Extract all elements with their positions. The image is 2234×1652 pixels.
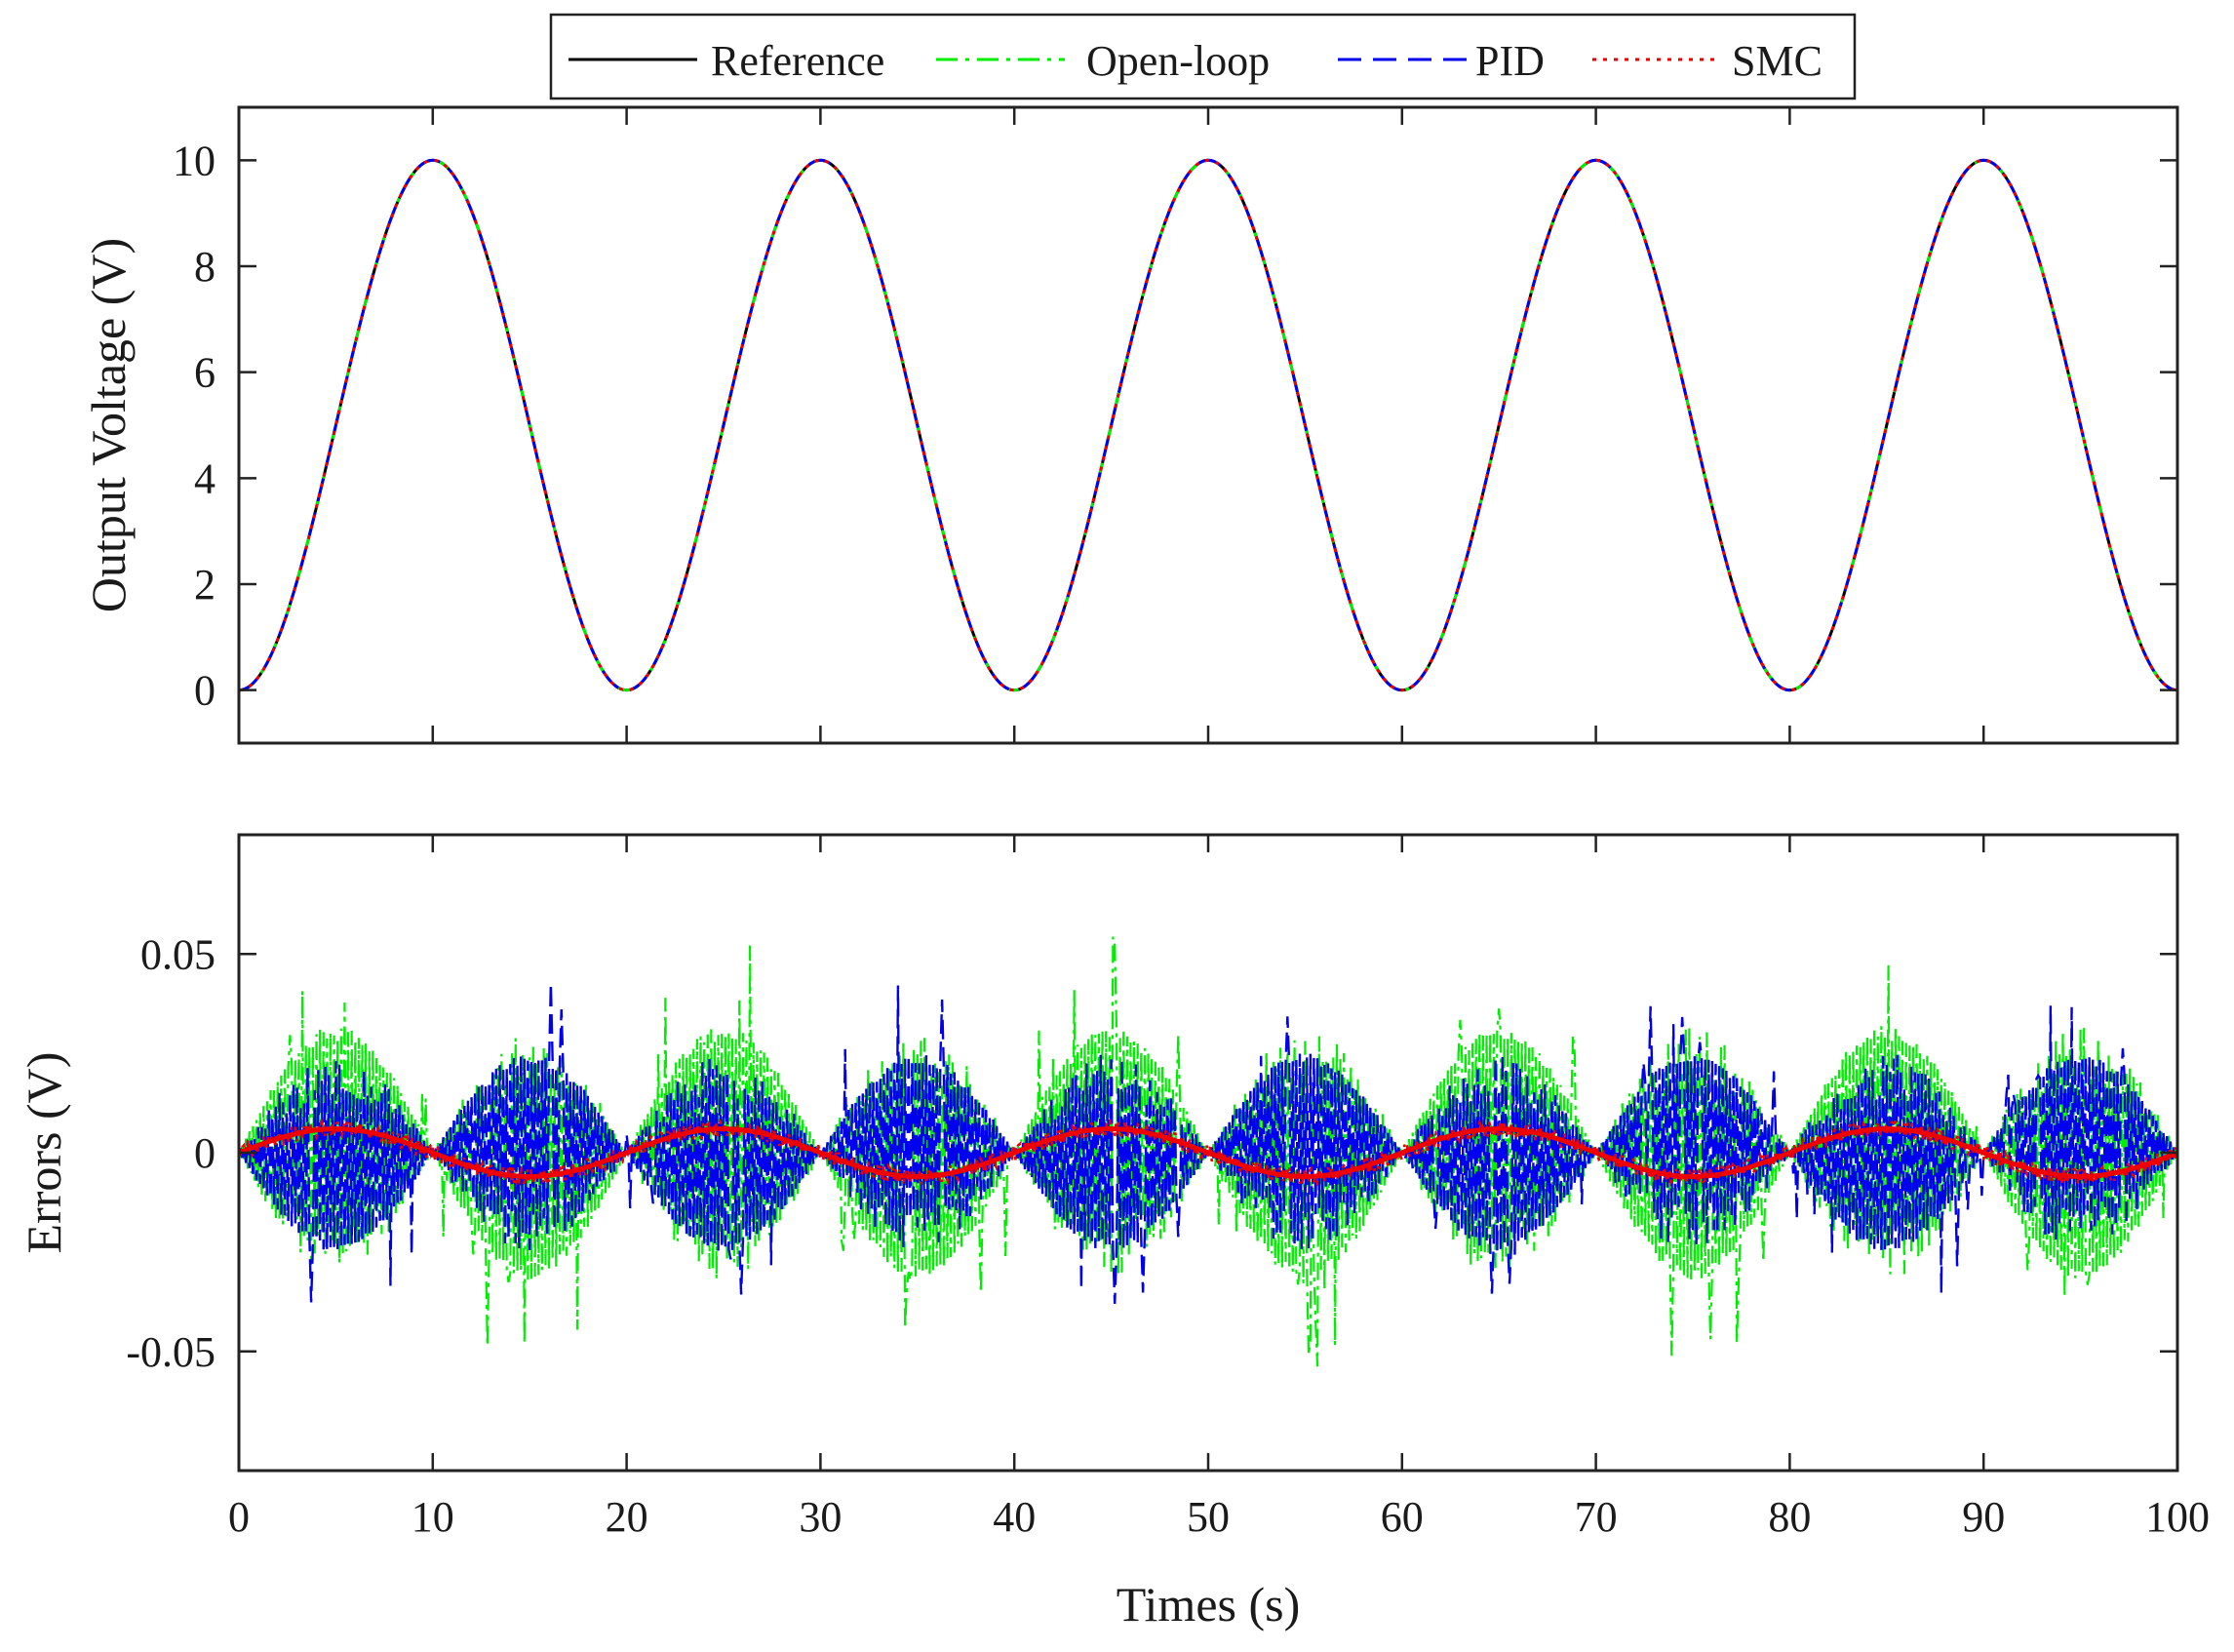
bottom-plot: -0.05 0 0.05 0 10 20 30 40 50 60 70 80 90 100 Errors … [17,833,2210,1632]
bottom-xtick-label: 50 [1187,1493,1230,1541]
bottom-series-group [237,936,2179,1367]
top-plot: 0 2 4 6 8 10 Output Voltage (V) [81,105,2179,745]
legend-box [549,13,1857,100]
legend: Reference Open-loop PID SMC [549,13,1857,100]
top-ytick-label: 8 [194,243,216,291]
top-ytick-label: 10 [173,137,216,184]
top-ylabel: Output Voltage (V) [81,238,136,612]
legend-label-smc: SMC [1732,37,1822,85]
bottom-xtick-label: 20 [606,1493,648,1541]
bottom-ticks: -0.05 0 0.05 0 10 20 30 40 50 60 70 80 90 100 [126,835,2210,1541]
bottom-xtick-label: 70 [1575,1493,1618,1541]
top-ytick-label: 2 [194,561,216,609]
bottom-xtick-label: 100 [2145,1493,2210,1541]
top-ytick-label: 6 [194,349,216,397]
bottom-xtick-label: 60 [1381,1493,1424,1541]
bottom-xtick-label: 0 [228,1493,250,1541]
bottom-ytick-label: 0.05 [140,930,216,978]
bottom-xtick-label: 30 [799,1493,842,1541]
top-ticks: 0 2 4 6 8 10 [173,107,2179,743]
bottom-series-smc [237,1118,2179,1188]
legend-label-open-loop: Open-loop [1086,37,1270,85]
legend-label-reference: Reference [711,37,884,85]
bottom-xtick-label: 80 [1768,1493,1811,1541]
bottom-ytick-label: -0.05 [126,1328,216,1376]
legend-label-pid: PID [1475,37,1545,85]
top-ytick-label: 0 [194,667,216,715]
bottom-series-smc-trend [238,1126,2178,1179]
bottom-xtick-label: 90 [1962,1493,2005,1541]
bottom-xtick-label: 10 [412,1493,454,1541]
bottom-xlabel: Times (s) [1117,1577,1300,1632]
bottom-ytick-label: 0 [194,1129,216,1177]
top-ytick-label: 4 [194,454,216,502]
bottom-xtick-label: 40 [993,1493,1036,1541]
bottom-ylabel: Errors (V) [17,1052,71,1254]
top-series-group [238,158,2178,692]
top-series-smc [238,158,2178,692]
bottom-series-pid [238,983,2178,1304]
